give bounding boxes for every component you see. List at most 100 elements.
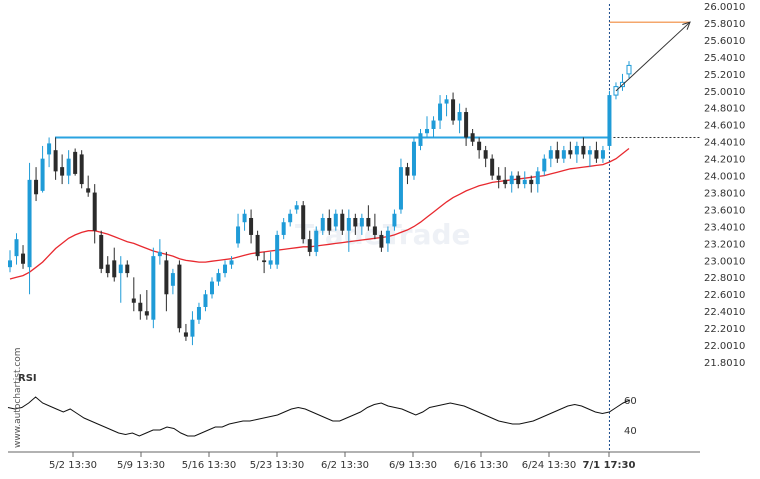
y-tick-label: 25.2010 <box>704 70 745 81</box>
candle-body <box>73 151 78 174</box>
candle-body <box>281 222 286 235</box>
candle-body <box>14 239 19 257</box>
candle-body <box>405 167 410 176</box>
candle-body <box>144 311 149 316</box>
projection-arrow-layer <box>615 21 691 92</box>
candle-body <box>190 319 195 337</box>
y-tick-label: 23.0010 <box>704 256 745 267</box>
rsi-panel: RSI 60 40 <box>7 373 637 437</box>
candle-body <box>574 145 579 155</box>
candle-body <box>398 167 403 210</box>
y-tick-label: 22.6010 <box>704 290 745 301</box>
candle-body <box>496 175 501 180</box>
candle-body <box>79 154 84 185</box>
candle-body <box>21 253 26 264</box>
candle-body <box>236 226 241 244</box>
y-tick-label: 23.6010 <box>704 205 745 216</box>
candle-body <box>262 260 267 263</box>
candle-body <box>60 167 65 176</box>
candle-body <box>255 234 260 257</box>
projection-arrow-head <box>682 21 691 30</box>
candle-body <box>203 294 208 307</box>
candle-body <box>164 260 169 295</box>
candle-body <box>522 179 527 185</box>
x-tick-label: 6/2 13:30 <box>321 460 369 471</box>
x-tick-label: 5/9 13:30 <box>117 460 165 471</box>
candle-body <box>86 188 91 193</box>
y-tick-label: 23.8010 <box>704 188 745 199</box>
candle-body <box>183 332 188 337</box>
rsi-tick-label: 40 <box>624 426 637 437</box>
y-tick-label: 25.6010 <box>704 36 745 47</box>
candle-body <box>366 217 371 227</box>
candle-body <box>535 171 540 185</box>
candle-body <box>275 234 280 265</box>
candle-body <box>483 150 488 159</box>
candle-body <box>151 256 156 320</box>
candle-body <box>125 264 130 274</box>
candle-body <box>379 234 384 248</box>
candle-body <box>542 158 547 172</box>
y-tick-label: 26.0010 <box>704 2 745 13</box>
y-tick-label: 21.8010 <box>704 358 745 369</box>
candle-body <box>92 192 97 231</box>
moving-average-layer <box>9 147 630 280</box>
candle-body <box>438 103 443 121</box>
x-tick-label: 5/16 13:30 <box>182 460 236 471</box>
y-tick-label: 22.4010 <box>704 307 745 318</box>
candle-body <box>320 217 325 231</box>
rsi-line <box>7 396 631 437</box>
candle-body <box>594 150 599 159</box>
candle-body <box>444 99 449 104</box>
x-tick-label: 7/1 17:30 <box>583 460 636 471</box>
candle-body <box>242 213 247 223</box>
y-tick-label: 25.0010 <box>704 87 745 98</box>
candle-body <box>548 150 553 159</box>
y-tick-label: 25.8010 <box>704 19 745 30</box>
x-tick-label: 5/23 13:30 <box>250 460 304 471</box>
x-tick-label: 5/2 13:30 <box>49 460 97 471</box>
candle-body <box>503 179 508 185</box>
candle-body <box>99 234 104 269</box>
candle-body <box>170 273 175 286</box>
y-axis: 26.0010 25.8010 25.6010 25.4010 25.2010 25.00… <box>704 2 745 369</box>
candle-body <box>307 239 312 252</box>
x-tick-label: 6/24 13:30 <box>522 460 576 471</box>
candle-body <box>229 260 234 265</box>
candle-body <box>555 150 560 159</box>
candle-body <box>431 120 436 129</box>
candle-body <box>613 86 619 96</box>
candle-body <box>626 64 632 75</box>
candle-body <box>105 264 110 274</box>
projection-arrow-line <box>615 21 691 92</box>
candle-body <box>196 306 201 320</box>
candle-body <box>314 230 319 252</box>
candle-body <box>40 158 45 191</box>
x-axis: 5/2 13:30 5/9 13:30 5/16 13:30 5/23 13:30 6/… <box>8 451 700 471</box>
candle-body <box>333 213 338 227</box>
candle-body <box>66 158 71 176</box>
candle-body <box>418 133 423 146</box>
y-tick-label: 24.8010 <box>704 104 745 115</box>
candle-body <box>209 281 214 295</box>
candle-body <box>157 251 162 257</box>
candle-body <box>529 179 534 185</box>
candle-body <box>177 264 182 329</box>
y-tick-label: 22.2010 <box>704 324 745 335</box>
candle-body <box>561 150 566 159</box>
candles-layer <box>8 61 632 346</box>
candle-body <box>138 302 143 312</box>
candle-body <box>340 213 345 231</box>
candle-body <box>112 260 117 278</box>
candle-body <box>131 298 136 303</box>
candle-body <box>451 99 456 121</box>
moving-average-line <box>9 147 630 280</box>
candle-body <box>216 273 221 282</box>
candle-body <box>425 128 430 134</box>
candle-body <box>353 217 358 227</box>
candle-body <box>53 150 58 172</box>
candle-body <box>490 158 495 176</box>
candle-body <box>223 264 228 274</box>
candle-body <box>47 143 52 155</box>
